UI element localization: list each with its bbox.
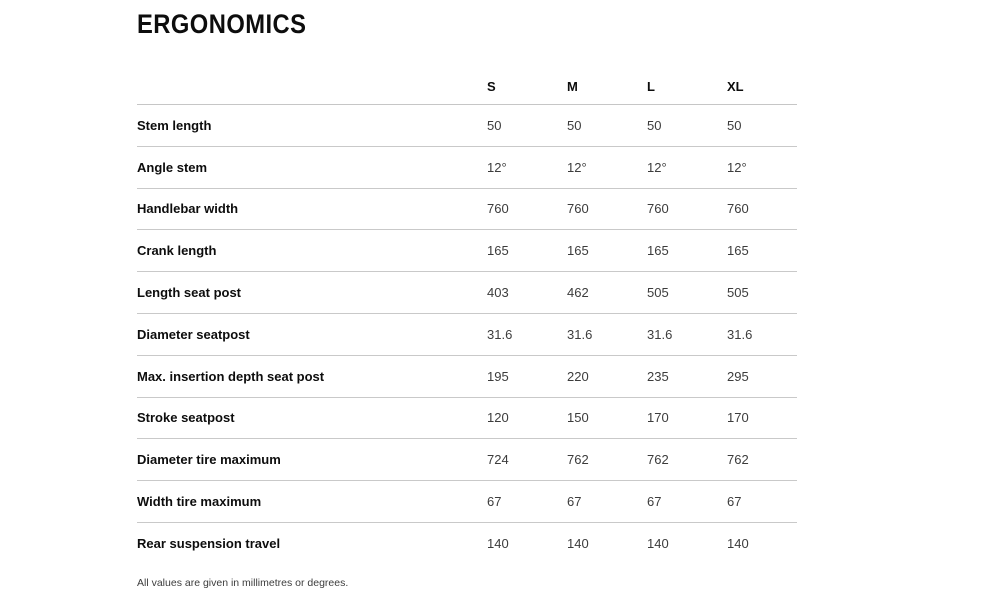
table-header-row: S M L XL <box>137 65 797 105</box>
units-footnote: All values are given in millimetres or d… <box>137 577 349 589</box>
row-value: 120 <box>487 410 509 426</box>
row-value: 31.6 <box>727 326 753 342</box>
row-value: 12° <box>567 159 587 175</box>
header-spacer <box>137 94 487 104</box>
row-value: 724 <box>487 452 509 468</box>
row-label: Diameter tire maximum <box>137 452 281 468</box>
row-value: 31.6 <box>487 326 513 342</box>
column-header-s: S <box>487 79 496 94</box>
row-value: 12° <box>727 159 747 175</box>
row-value: 12° <box>647 159 667 175</box>
row-value: 31.6 <box>567 326 593 342</box>
row-value: 165 <box>727 243 749 259</box>
table-row: Max. insertion depth seat post 195 220 235 2… <box>137 356 797 398</box>
row-value: 762 <box>727 452 749 468</box>
row-value: 140 <box>487 536 509 552</box>
row-value: 50 <box>567 117 582 133</box>
row-value: 67 <box>647 494 662 510</box>
row-value: 165 <box>567 243 589 259</box>
table-body: Stem length 50 50 50 50 Angle stem 12° 12° 12° 12… <box>137 105 797 565</box>
row-value: 67 <box>487 494 502 510</box>
row-value: 67 <box>567 494 582 510</box>
row-value: 505 <box>727 285 749 301</box>
row-label: Handlebar width <box>137 201 239 217</box>
row-value: 762 <box>647 452 669 468</box>
table-row: Length seat post 403 462 505 505 <box>137 272 797 314</box>
row-value: 31.6 <box>647 326 673 342</box>
row-label: Length seat post <box>137 285 242 301</box>
row-value: 760 <box>647 201 669 217</box>
table-row: Width tire maximum 67 67 67 67 <box>137 481 797 523</box>
row-value: 295 <box>727 368 749 384</box>
table-row: Angle stem 12° 12° 12° 12° <box>137 147 797 189</box>
row-value: 140 <box>567 536 589 552</box>
column-header-xl: XL <box>727 79 744 94</box>
table-row: Handlebar width 760 760 760 760 <box>137 189 797 231</box>
row-label: Stroke seatpost <box>137 410 235 426</box>
ergonomics-spec-table: S M L XL Stem length 50 50 50 50 Angle stem 12° 12… <box>137 65 797 565</box>
row-value: 50 <box>647 117 662 133</box>
row-value: 505 <box>647 285 669 301</box>
column-header-l: L <box>647 79 655 94</box>
table-row: Stroke seatpost 120 150 170 170 <box>137 398 797 440</box>
row-value: 50 <box>727 117 742 133</box>
row-label: Max. insertion depth seat post <box>137 368 325 384</box>
row-value: 403 <box>487 285 509 301</box>
row-value: 50 <box>487 117 502 133</box>
row-value: 150 <box>567 410 589 426</box>
page-title: ERGONOMICS <box>137 9 307 39</box>
row-value: 140 <box>727 536 749 552</box>
row-value: 165 <box>647 243 669 259</box>
table-row: Diameter seatpost 31.6 31.6 31.6 31.6 <box>137 314 797 356</box>
row-label: Crank length <box>137 243 217 259</box>
row-value: 140 <box>647 536 669 552</box>
table-row: Diameter tire maximum 724 762 762 762 <box>137 439 797 482</box>
table-row: Rear suspension travel 140 140 140 140 <box>137 523 797 565</box>
row-label: Stem length <box>137 117 212 133</box>
row-label: Rear suspension travel <box>137 536 281 552</box>
column-header-m: M <box>567 79 578 94</box>
row-value: 170 <box>727 410 749 426</box>
row-value: 170 <box>647 410 669 426</box>
row-value: 462 <box>567 285 589 301</box>
row-value: 220 <box>567 368 589 384</box>
row-value: 12° <box>487 159 507 175</box>
table-row: Crank length 165 165 165 165 <box>137 230 797 273</box>
row-value: 165 <box>487 243 509 259</box>
row-value: 760 <box>487 201 509 217</box>
row-value: 67 <box>727 494 742 510</box>
row-label: Angle stem <box>137 159 208 175</box>
row-value: 195 <box>487 368 509 384</box>
row-value: 760 <box>567 201 589 217</box>
row-value: 760 <box>727 201 749 217</box>
row-value: 235 <box>647 368 669 384</box>
table-row: Stem length 50 50 50 50 <box>137 105 797 147</box>
row-label: Diameter seatpost <box>137 326 250 342</box>
row-value: 762 <box>567 452 589 468</box>
row-label: Width tire maximum <box>137 494 262 510</box>
